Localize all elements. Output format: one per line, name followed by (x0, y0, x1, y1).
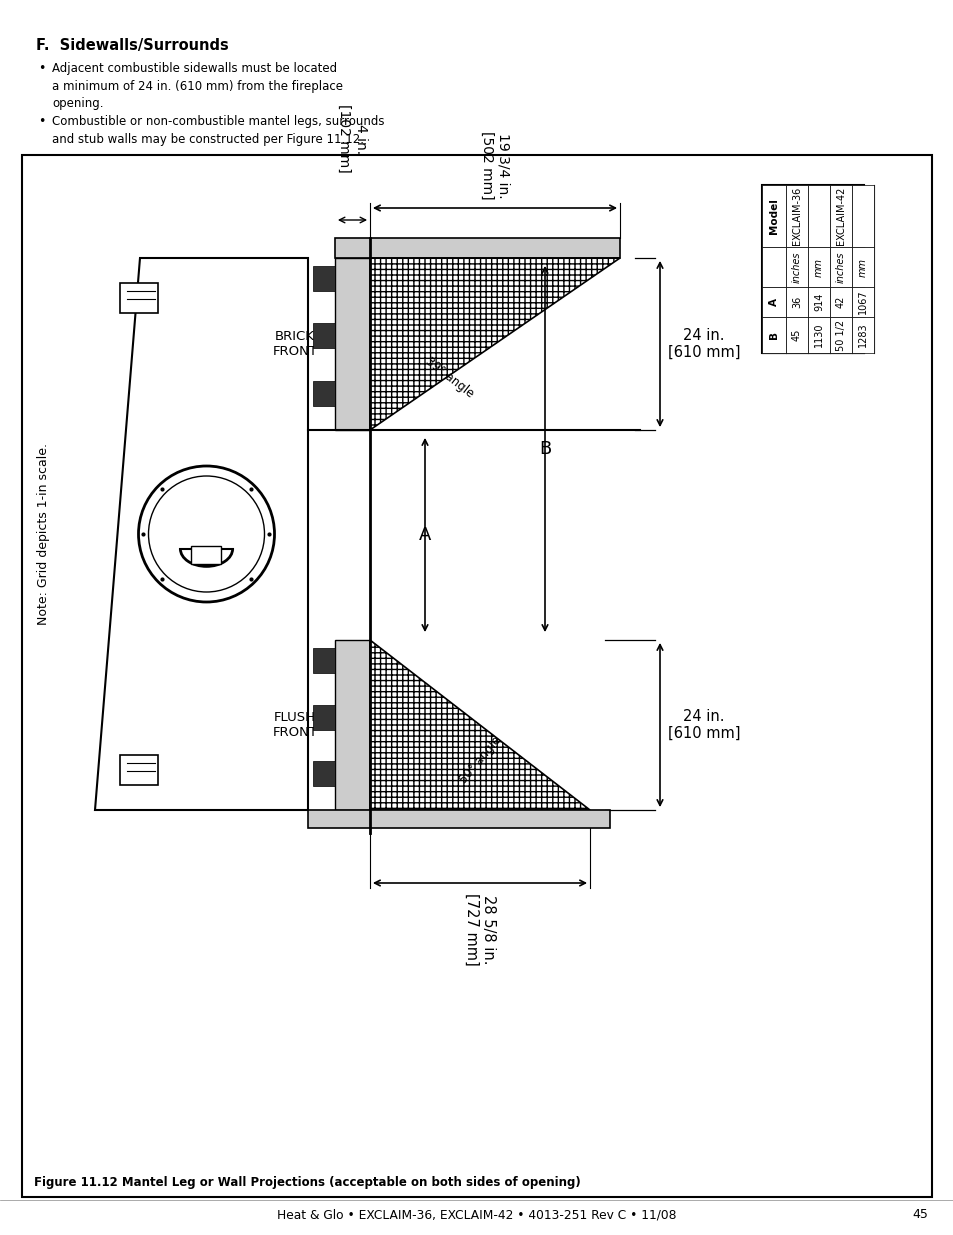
Text: 39° angle: 39° angle (423, 356, 476, 401)
Text: Model: Model (768, 198, 779, 233)
Bar (829, 247, 851, 287)
Bar (335, 258, 370, 430)
Bar (761, 317, 785, 353)
Text: 36: 36 (791, 296, 801, 308)
Text: 1283: 1283 (857, 322, 867, 347)
Polygon shape (95, 258, 308, 810)
Bar (335, 238, 619, 258)
Text: A: A (418, 526, 431, 543)
Text: •: • (38, 115, 46, 128)
Bar (313, 648, 335, 673)
Bar (785, 287, 807, 317)
Text: A: A (768, 298, 779, 306)
Bar (313, 266, 335, 291)
Bar (785, 317, 807, 353)
Text: Note: Grid depicts 1-in scale.: Note: Grid depicts 1-in scale. (37, 443, 51, 625)
Bar (308, 810, 609, 827)
Text: mm: mm (813, 258, 823, 277)
Bar (851, 317, 873, 353)
Bar (851, 287, 873, 317)
Text: BRICK
FRONT: BRICK FRONT (273, 330, 317, 358)
Text: Combustible or non-combustible mantel legs, surrounds
and stub walls may be cons: Combustible or non-combustible mantel le… (52, 115, 384, 146)
Text: EXCLAIM-42: EXCLAIM-42 (835, 186, 845, 246)
Text: 28 5/8 in.
[727 mm]: 28 5/8 in. [727 mm] (463, 893, 496, 966)
Text: Figure 11.12 Mantel Leg or Wall Projections (acceptable on both sides of opening: Figure 11.12 Mantel Leg or Wall Projecti… (34, 1177, 580, 1189)
Text: 50° angle: 50° angle (456, 734, 503, 787)
Bar (761, 185, 863, 353)
Bar (761, 185, 785, 247)
Bar (120, 283, 158, 312)
Bar (313, 324, 335, 348)
Bar (785, 185, 807, 247)
Text: 24 in.
[610 mm]: 24 in. [610 mm] (667, 327, 740, 361)
Bar (807, 317, 829, 353)
Bar (192, 546, 221, 564)
Text: 45: 45 (911, 1209, 927, 1221)
Bar (829, 185, 851, 247)
Bar (807, 287, 829, 317)
Bar (807, 247, 829, 287)
Bar (851, 247, 873, 287)
Bar (313, 705, 335, 730)
Bar (785, 247, 807, 287)
Bar (829, 317, 851, 353)
Polygon shape (370, 640, 589, 810)
Text: 19 3/4 in.
[502 mm]: 19 3/4 in. [502 mm] (479, 131, 510, 200)
Polygon shape (370, 258, 619, 430)
Bar (851, 185, 873, 247)
Text: 914: 914 (813, 293, 823, 311)
Text: F.  Sidewalls/Surrounds: F. Sidewalls/Surrounds (36, 38, 229, 53)
Text: FLUSH
FRONT: FLUSH FRONT (273, 711, 317, 739)
Bar (22, 156, 931, 1197)
Text: mm: mm (857, 258, 867, 277)
Text: 1130: 1130 (813, 322, 823, 347)
Text: 45: 45 (791, 329, 801, 341)
Text: B: B (538, 440, 551, 458)
Text: 4 in.
[102 mm]: 4 in. [102 mm] (337, 104, 367, 173)
Bar (313, 380, 335, 405)
Text: 42: 42 (835, 296, 845, 309)
Text: •: • (38, 62, 46, 75)
Text: 1067: 1067 (857, 290, 867, 315)
Circle shape (149, 475, 264, 592)
Bar (313, 761, 335, 787)
Circle shape (138, 466, 274, 601)
Bar (761, 287, 785, 317)
Text: 24 in.
[610 mm]: 24 in. [610 mm] (667, 709, 740, 741)
Bar (120, 755, 158, 785)
Bar (335, 640, 370, 810)
Text: EXCLAIM-36: EXCLAIM-36 (791, 186, 801, 245)
Text: 50 1/2: 50 1/2 (835, 320, 845, 351)
Text: inches: inches (835, 251, 845, 283)
Bar (761, 247, 785, 287)
Bar (807, 185, 829, 247)
Text: Adjacent combustible sidewalls must be located
a minimum of 24 in. (610 mm) from: Adjacent combustible sidewalls must be l… (52, 62, 343, 110)
Text: inches: inches (791, 251, 801, 283)
Text: Heat & Glo • EXCLAIM-36, EXCLAIM-42 • 4013-251 Rev C • 11/08: Heat & Glo • EXCLAIM-36, EXCLAIM-42 • 40… (277, 1209, 676, 1221)
Bar (829, 287, 851, 317)
Text: B: B (768, 331, 779, 338)
